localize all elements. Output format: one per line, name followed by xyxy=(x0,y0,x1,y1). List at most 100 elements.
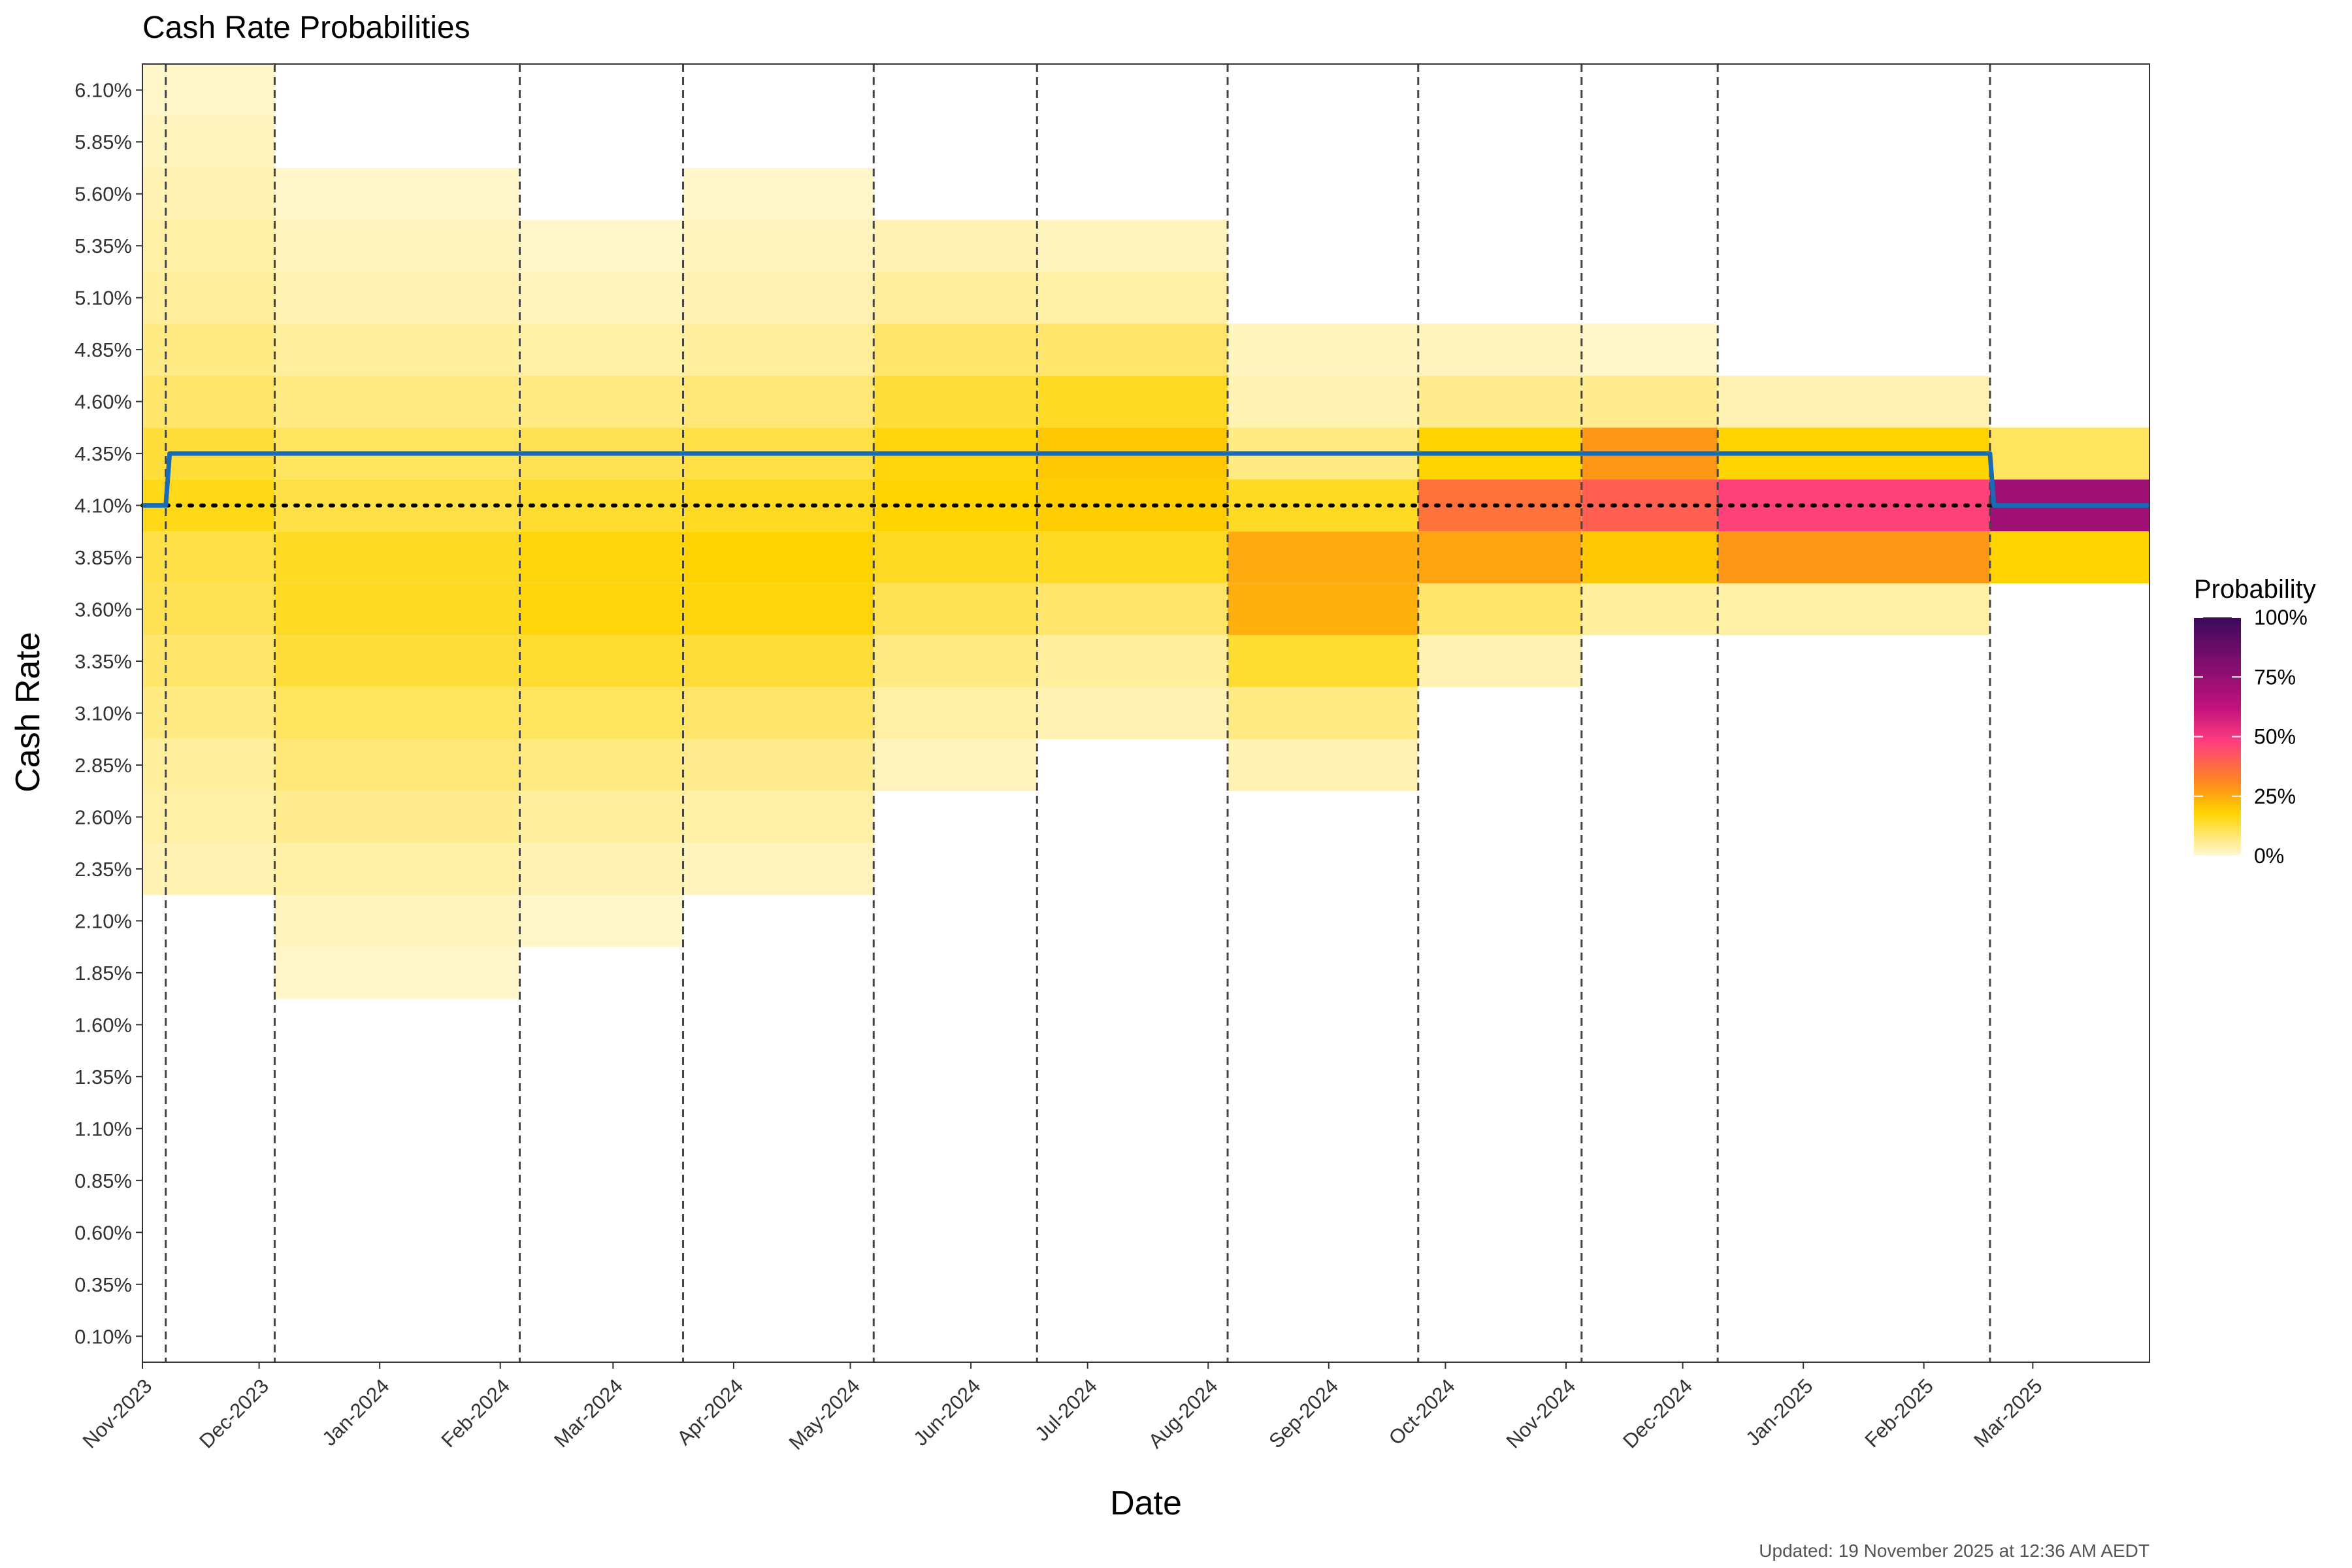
heat-cell-1-2_10 xyxy=(274,894,520,947)
heat-cell-2-3_35 xyxy=(519,635,683,687)
y-tick-label-2.60%: 2.60% xyxy=(74,806,132,828)
heat-cell-4-3_10 xyxy=(874,687,1037,740)
y-tick-label-1.85%: 1.85% xyxy=(74,962,132,985)
heat-cell-0-5_35 xyxy=(142,220,275,272)
heat-cell-0-3_35 xyxy=(142,635,275,687)
heat-cell-4-5_10 xyxy=(874,271,1037,324)
y-tick-label-3.35%: 3.35% xyxy=(74,650,132,673)
y-tick-label-4.35%: 4.35% xyxy=(74,442,132,465)
y-tick-label-5.35%: 5.35% xyxy=(74,235,132,257)
heat-cell-4-3_60 xyxy=(874,583,1037,636)
y-tick-label-1.35%: 1.35% xyxy=(74,1066,132,1088)
heat-cell-1-4_60 xyxy=(274,375,520,428)
heat-cell-2-5_10 xyxy=(519,271,683,324)
heat-cell-0-3_10 xyxy=(142,687,275,740)
heat-cell-6-3_85 xyxy=(1228,531,1418,583)
heat-cell-0-2_35 xyxy=(142,843,275,895)
heat-cell-1-5_35 xyxy=(274,220,520,272)
heat-cell-2-2_85 xyxy=(519,739,683,791)
heat-cell-2-2_60 xyxy=(519,791,683,843)
heat-cell-0-6_10 xyxy=(142,64,275,116)
heat-cell-0-4_60 xyxy=(142,375,275,428)
heat-cell-5-3_35 xyxy=(1037,635,1228,687)
y-tick-label-2.85%: 2.85% xyxy=(74,754,132,777)
y-tick-label-3.85%: 3.85% xyxy=(74,546,132,569)
heat-cell-2-5_35 xyxy=(519,220,683,272)
updated-caption: Updated: 19 November 2025 at 12:36 AM AE… xyxy=(1759,1541,2149,1561)
y-tick-label-3.10%: 3.10% xyxy=(74,702,132,725)
heat-cell-3-4_60 xyxy=(683,375,874,428)
y-tick-label-4.60%: 4.60% xyxy=(74,391,132,414)
heat-cell-9-3_60 xyxy=(1718,583,1990,636)
y-tick-label-2.10%: 2.10% xyxy=(74,909,132,932)
heat-cell-2-3_85 xyxy=(519,531,683,583)
heat-cell-5-5_10 xyxy=(1037,271,1228,324)
heat-cell-4-5_35 xyxy=(874,220,1037,272)
heat-cell-0-4_85 xyxy=(142,323,275,376)
heat-cell-3-5_10 xyxy=(683,271,874,324)
x-axis-title: Date xyxy=(1110,1484,1182,1522)
legend-label-0%: 0% xyxy=(2254,844,2284,868)
heat-cell-1-3_85 xyxy=(274,531,520,583)
rate-lines xyxy=(140,451,2151,508)
legend-title: Probability xyxy=(2194,575,2316,604)
y-tick-label-0.35%: 0.35% xyxy=(74,1273,132,1296)
heat-cell-7-4_85 xyxy=(1418,323,1582,376)
heat-cell-9-4_10 xyxy=(1718,479,1990,532)
heat-cell-7-3_85 xyxy=(1418,531,1582,583)
y-tick-label-4.10%: 4.10% xyxy=(74,495,132,517)
heat-cell-3-2_35 xyxy=(683,843,874,895)
heat-cell-3-2_85 xyxy=(683,739,874,791)
heat-cell-6-3_10 xyxy=(1228,687,1418,740)
heat-cell-6-3_60 xyxy=(1228,583,1418,636)
heat-cell-1-1_85 xyxy=(274,947,520,999)
heat-cell-0-2_85 xyxy=(142,739,275,791)
legend-label-50%: 50% xyxy=(2254,725,2296,749)
heat-cell-5-3_60 xyxy=(1037,583,1228,636)
heat-cell-6-4_60 xyxy=(1228,375,1418,428)
y-tick-label-5.85%: 5.85% xyxy=(74,131,132,154)
heat-cell-1-2_35 xyxy=(274,843,520,895)
heat-cell-0-5_10 xyxy=(142,271,275,324)
heat-cell-2-4_85 xyxy=(519,323,683,376)
heat-cell-0-5_60 xyxy=(142,168,275,220)
y-tick-label-0.60%: 0.60% xyxy=(74,1221,132,1244)
heat-cell-2-2_35 xyxy=(519,843,683,895)
y-tick-label-5.60%: 5.60% xyxy=(74,183,132,206)
heat-cell-6-4_85 xyxy=(1228,323,1418,376)
heat-cell-8-4_60 xyxy=(1581,375,1718,428)
heat-cell-6-3_35 xyxy=(1228,635,1418,687)
heat-cell-3-5_35 xyxy=(683,220,874,272)
heat-cell-3-3_60 xyxy=(683,583,874,636)
legend-label-75%: 75% xyxy=(2254,665,2296,689)
heat-cell-1-4_85 xyxy=(274,323,520,376)
heat-cell-0-2_60 xyxy=(142,791,275,843)
heat-cell-4-4_85 xyxy=(874,323,1037,376)
heat-cell-9-3_85 xyxy=(1718,531,1990,583)
heat-cell-8-4_85 xyxy=(1581,323,1718,376)
heat-cell-3-2_60 xyxy=(683,791,874,843)
heat-cell-7-3_35 xyxy=(1418,635,1582,687)
heat-cell-8-3_85 xyxy=(1581,531,1718,583)
heat-cell-4-2_85 xyxy=(874,739,1037,791)
heat-cell-1-2_85 xyxy=(274,739,520,791)
heat-cell-10-3_85 xyxy=(1989,531,2149,583)
y-tick-label-2.35%: 2.35% xyxy=(74,858,132,881)
heat-cell-10-4_35 xyxy=(1989,427,2149,480)
y-axis-title: Cash Rate xyxy=(9,632,47,792)
heat-cell-4-4_60 xyxy=(874,375,1037,428)
y-tick-label-5.10%: 5.10% xyxy=(74,287,132,310)
heat-cell-5-4_85 xyxy=(1037,323,1228,376)
heat-cell-3-3_35 xyxy=(683,635,874,687)
current-cash-rate-line xyxy=(142,451,2149,508)
heat-cell-8-3_60 xyxy=(1581,583,1718,636)
y-tick-label-4.85%: 4.85% xyxy=(74,338,132,361)
heat-cell-4-3_35 xyxy=(874,635,1037,687)
heat-cell-4-3_85 xyxy=(874,531,1037,583)
heat-cell-5-5_35 xyxy=(1037,220,1228,272)
chart-title: Cash Rate Probabilities xyxy=(142,10,470,45)
meeting-date-lines xyxy=(165,64,1991,1362)
heat-cell-2-4_60 xyxy=(519,375,683,428)
y-tick-label-3.60%: 3.60% xyxy=(74,598,132,621)
